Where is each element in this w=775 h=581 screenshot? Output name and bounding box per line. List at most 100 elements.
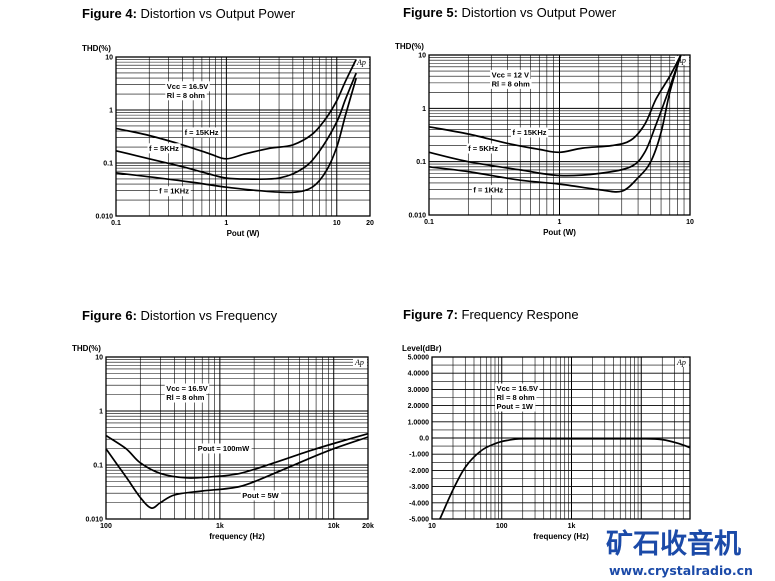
condition-note: Vcc = 12 V	[492, 70, 529, 79]
ap-logo: Ap	[675, 358, 689, 367]
plot-frame	[428, 54, 691, 216]
x-tick-label: 10	[428, 523, 436, 530]
ap-logo: Ap	[353, 358, 367, 367]
chart-title: Figure 7: Frequency Respone	[403, 307, 579, 322]
y-tick-label: 0.010	[85, 517, 103, 524]
series-label: Pout = 5W	[242, 491, 279, 500]
y-tick-label: 0.010	[408, 213, 426, 220]
x-tick-label: 1	[558, 219, 562, 226]
condition-note-bg	[165, 81, 210, 92]
y-tick-label: 1	[109, 108, 113, 115]
series-label: f = 1KHz	[473, 186, 503, 195]
series-label-bg	[183, 127, 221, 138]
series-line	[115, 77, 358, 194]
y-tick-label: 0.1	[416, 159, 426, 166]
ap-logo-text: Ap	[354, 358, 364, 367]
series-label-bg	[157, 186, 191, 197]
ap-logo-bg	[675, 56, 689, 65]
figure-caption: Distortion vs Output Power	[141, 6, 296, 21]
figure-number: Figure 5:	[403, 5, 462, 20]
condition-note-bg	[164, 392, 207, 403]
grid	[428, 54, 691, 216]
condition-note: Vcc = 16.5V	[497, 384, 539, 393]
chart-4: Figure 4: Distortion vs Output Power 0.01…	[82, 6, 374, 238]
y-tick-label: -4.000	[409, 500, 429, 507]
condition-note-bg	[165, 90, 207, 101]
chart-6: Figure 6: Distortion vs Frequency 0.010 0.…	[72, 308, 374, 541]
series-label: Pout = 100mW	[198, 444, 250, 453]
y-axis-label: THD(%)	[395, 42, 424, 51]
x-axis-label: frequency (Hz)	[209, 532, 265, 541]
series-label: f = 15KHz	[513, 128, 547, 137]
x-tick-label: 0.1	[424, 219, 434, 226]
condition-note: Vcc = 16.5V	[167, 82, 209, 91]
x-tick-label: 1	[224, 220, 228, 227]
condition-note-bg	[490, 78, 532, 89]
condition-note-bg	[164, 383, 210, 394]
series-label: f = 1KHz	[159, 187, 189, 196]
grid	[105, 356, 369, 520]
condition-note: Pout = 1W	[497, 402, 534, 411]
y-tick-label: 2.0000	[408, 403, 430, 410]
condition-note: Vcc = 16.5V	[166, 384, 208, 393]
y-tick-label: -5.000	[409, 517, 429, 524]
chart-title: Figure 6: Distortion vs Frequency	[82, 308, 278, 323]
series-line	[439, 437, 691, 520]
y-tick-label: 0.0	[419, 436, 429, 443]
x-tick-label: 1k	[568, 523, 576, 530]
series-line	[428, 54, 682, 177]
series-label-bg	[240, 490, 282, 501]
condition-note-bg	[495, 392, 537, 403]
y-axis-label: THD(%)	[72, 344, 101, 353]
figure-caption: Distortion vs Output Power	[462, 5, 617, 20]
series-line	[428, 54, 682, 154]
figure-number: Figure 7:	[403, 307, 462, 322]
x-tick-label: 10	[333, 220, 341, 227]
ap-logo-bg	[675, 358, 689, 367]
watermark: 矿石收音机 www.crystalradio.cn	[606, 528, 753, 578]
series-line	[105, 436, 369, 509]
condition-note: Rl = 8 ohm	[166, 393, 204, 402]
x-tick-label: 20	[366, 220, 374, 227]
y-tick-label: 0.010	[95, 214, 113, 221]
y-tick-label: 1	[99, 409, 103, 416]
y-axis-label: THD(%)	[82, 44, 111, 53]
watermark-chinese: 矿石收音机	[606, 528, 741, 560]
series-label-bg	[511, 127, 549, 138]
x-tick-label: 10	[686, 219, 694, 226]
condition-note-bg	[495, 383, 540, 394]
series-label: f = 5KHz	[149, 144, 179, 153]
x-tick-label: 20k	[362, 523, 374, 530]
figure-number: Figure 6:	[82, 308, 141, 323]
y-tick-label: 4.0000	[408, 371, 430, 378]
watermark-url: www.crystalradio.cn	[609, 563, 753, 578]
ap-logo-text: Ap	[356, 58, 366, 67]
ap-logo-bg	[355, 58, 369, 67]
condition-note-bg	[490, 69, 531, 80]
condition-note: Rl = 8 ohm	[497, 393, 535, 402]
y-tick-label: 10	[105, 55, 113, 62]
series-label: f = 15KHz	[185, 128, 219, 137]
y-tick-label: 0.1	[93, 463, 103, 470]
condition-note: Rl = 8 ohm	[167, 91, 205, 100]
chart-title: Figure 4: Distortion vs Output Power	[82, 6, 296, 21]
series-line	[428, 54, 682, 193]
series-label-bg	[471, 185, 505, 196]
figure-number: Figure 4:	[82, 6, 141, 21]
plot-frame	[105, 356, 369, 520]
ap-logo-text: Ap	[676, 56, 686, 65]
y-tick-label: 10	[418, 53, 426, 60]
chart-title: Figure 5: Distortion vs Output Power	[403, 5, 617, 20]
x-axis-label: frequency (Hz)	[533, 532, 589, 541]
ap-logo: Ap	[355, 58, 369, 67]
plot-frame	[431, 356, 691, 520]
figure-caption: Distortion vs Frequency	[141, 308, 278, 323]
plot-frame	[115, 56, 371, 217]
y-tick-label: 10	[95, 355, 103, 362]
figure-caption: Frequency Respone	[462, 307, 579, 322]
series-line	[115, 72, 357, 181]
series-line	[105, 432, 369, 479]
ap-logo-text: Ap	[676, 358, 686, 367]
y-axis-label: Level(dBr)	[402, 344, 442, 353]
